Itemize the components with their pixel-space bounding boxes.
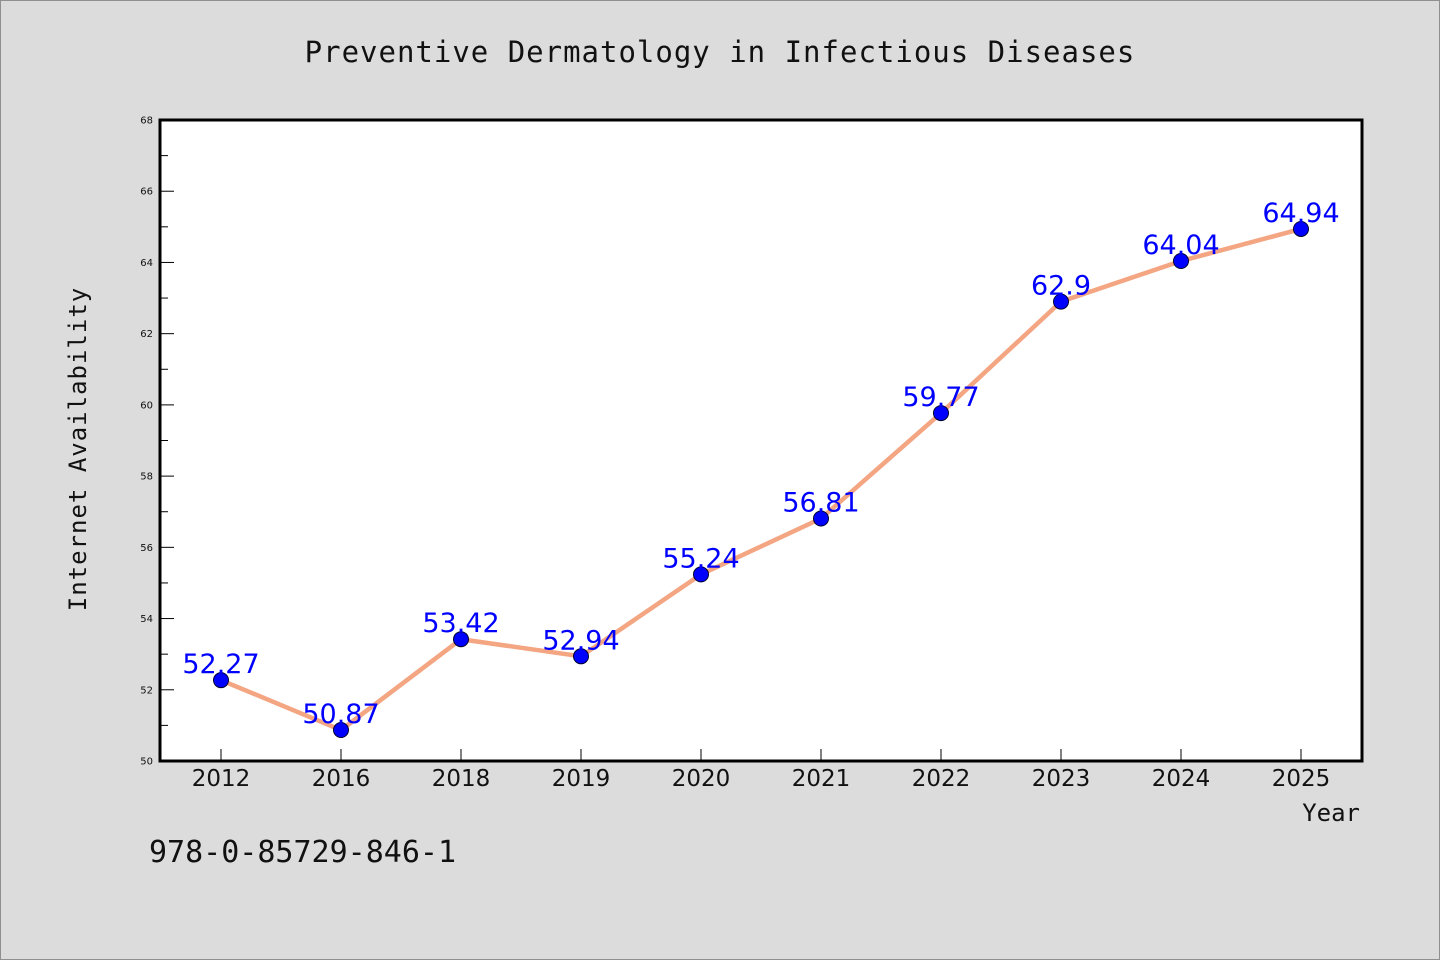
chart-title: Preventive Dermatology in Infectious Dis… xyxy=(304,35,1136,69)
footer-isbn: 978-0-85729-846-1 xyxy=(149,835,457,870)
data-label: 55.24 xyxy=(662,543,739,574)
data-point xyxy=(813,510,829,527)
series-line xyxy=(220,226,1302,733)
data-point xyxy=(693,566,709,583)
data-point xyxy=(1053,293,1069,310)
data-label: 56.81 xyxy=(782,487,859,518)
x-tick-label: 2025 xyxy=(1272,766,1331,792)
data-label: 64.04 xyxy=(1142,230,1219,261)
x-axis: 2012 2016 2018 2019 2020 2021 2022 2023 2024 2025 xyxy=(192,749,1331,792)
data-label: 59.77 xyxy=(902,382,979,413)
data-label: 52.94 xyxy=(542,625,619,656)
x-tick-label: 2023 xyxy=(1032,766,1091,792)
y-tick-label: 52 xyxy=(140,685,153,696)
x-tick-label: 2021 xyxy=(792,766,851,792)
x-tick-label: 2019 xyxy=(552,766,611,792)
data-point xyxy=(213,672,229,689)
x-tick-label: 2018 xyxy=(432,766,491,792)
data-point xyxy=(933,405,949,422)
data-point xyxy=(453,631,469,648)
data-point xyxy=(333,722,349,739)
data-label: 52.27 xyxy=(182,649,259,680)
y-tick-label: 64 xyxy=(140,258,153,269)
y-tick-label: 60 xyxy=(140,400,153,411)
data-point xyxy=(1293,220,1309,237)
y-tick-label: 68 xyxy=(140,116,153,127)
plot-area xyxy=(158,118,1364,763)
x-axis-label: Year xyxy=(1302,799,1360,827)
y-axis: 50 52 54 56 58 60 62 64 66 68 xyxy=(140,116,174,768)
y-tick-label: 62 xyxy=(140,329,153,340)
data-label: 64.94 xyxy=(1262,198,1339,229)
y-tick-label: 66 xyxy=(140,187,153,198)
y-axis-label: Internet Availability xyxy=(64,287,92,611)
y-tick-label: 56 xyxy=(140,543,153,554)
x-tick-label: 2016 xyxy=(312,766,371,792)
data-labels: 52.27 50.87 53.42 52.94 55.24 56.81 59.77 62.9 6… xyxy=(182,198,1339,730)
x-tick-label: 2024 xyxy=(1152,766,1211,792)
data-point xyxy=(573,648,589,665)
y-tick-label: 54 xyxy=(140,614,153,625)
x-tick-label: 2022 xyxy=(912,766,971,792)
x-tick-label: 2020 xyxy=(672,766,731,792)
data-label: 50.87 xyxy=(302,699,379,730)
data-point xyxy=(1173,253,1189,270)
data-label: 53.42 xyxy=(422,608,499,639)
y-tick-label: 58 xyxy=(140,472,153,483)
data-label: 62.9 xyxy=(1031,271,1091,302)
y-tick-label: 50 xyxy=(140,757,153,768)
x-tick-label: 2012 xyxy=(192,766,251,792)
series-markers xyxy=(213,220,1309,739)
